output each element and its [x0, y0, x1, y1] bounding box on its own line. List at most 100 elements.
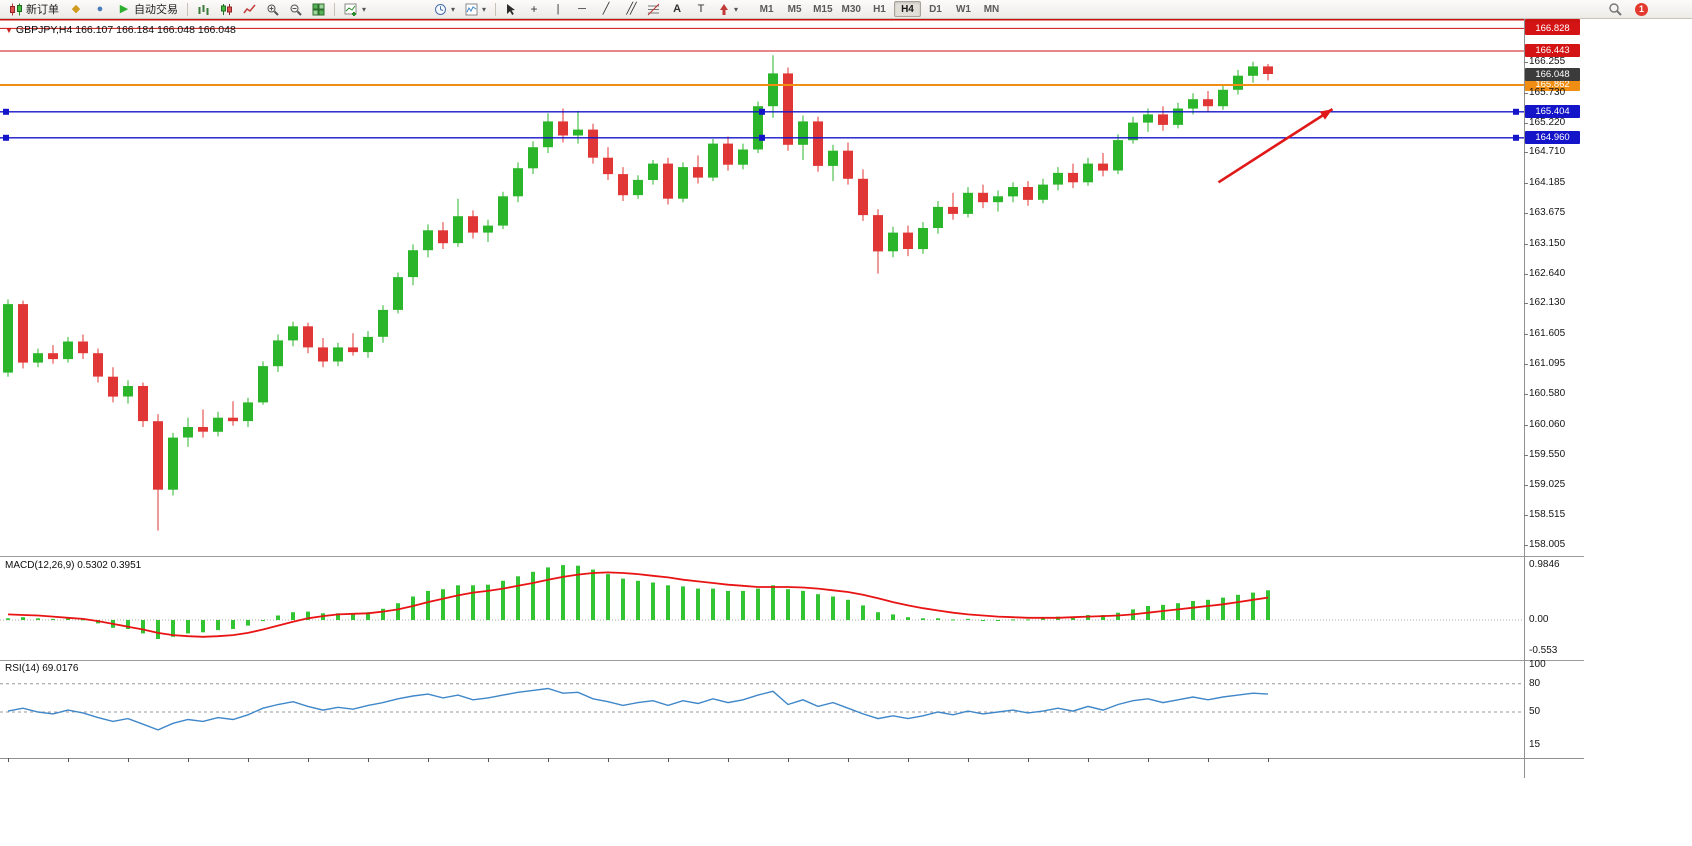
- macd-bar: [576, 565, 580, 620]
- macd-bar: [621, 578, 625, 620]
- timeframe-m15-button[interactable]: M15: [809, 1, 836, 17]
- horizontal-line-tool-button[interactable]: ─: [570, 1, 594, 18]
- crosshair-tool-button[interactable]: +: [522, 1, 546, 18]
- timeframe-w1-button[interactable]: W1: [950, 1, 977, 17]
- candle-body: [1158, 114, 1168, 125]
- candle-body: [633, 179, 643, 196]
- notification-badge[interactable]: 1: [1635, 2, 1648, 16]
- candle-body: [798, 121, 808, 145]
- bar-chart-button[interactable]: [192, 1, 215, 18]
- candle-body: [138, 386, 148, 422]
- label-tool-button[interactable]: T: [689, 1, 713, 18]
- candle-body: [873, 215, 883, 252]
- rsi-splitter[interactable]: [0, 660, 1584, 661]
- arrows-tool-icon: [720, 3, 729, 15]
- search-button[interactable]: [1603, 1, 1627, 18]
- candle-body: [1143, 114, 1153, 123]
- timeframe-m1-button[interactable]: M1: [753, 1, 780, 17]
- tile-windows-button[interactable]: [307, 1, 330, 18]
- trend-arrow-head: [1319, 109, 1333, 120]
- candle-body: [243, 402, 253, 422]
- dropdown-caret: ▾: [362, 4, 367, 14]
- price-axis[interactable]: 166.828 166.443 165.862 165.404 164.960 166.2…: [1524, 0, 1692, 846]
- line-chart-button[interactable]: [238, 1, 261, 18]
- zoom-out-button[interactable]: [284, 1, 307, 18]
- time-tick-mark: [848, 758, 849, 762]
- candle-body: [78, 341, 88, 354]
- time-axis-line: [0, 758, 1584, 759]
- candle-body: [693, 167, 703, 178]
- cursor-tool-button[interactable]: [500, 1, 522, 18]
- timeframe-d1-button[interactable]: D1: [922, 1, 949, 17]
- price-tick-mark: [1524, 273, 1528, 275]
- community-button[interactable]: ●: [88, 1, 112, 18]
- templates-button[interactable]: ▾: [460, 1, 491, 18]
- candle-body: [678, 167, 688, 199]
- toolbar-separator: [187, 2, 188, 16]
- macd-bar: [531, 571, 535, 620]
- candle-body: [708, 143, 718, 178]
- candle-body: [933, 206, 943, 228]
- candle-body: [1113, 140, 1123, 171]
- timeframe-m5-button[interactable]: M5: [781, 1, 808, 17]
- macd-bar: [1071, 616, 1075, 620]
- zoom-in-button[interactable]: [261, 1, 284, 18]
- price-tick-label: 162.640: [1529, 267, 1566, 279]
- text-tool-button[interactable]: A: [665, 1, 689, 18]
- periods-button[interactable]: ▾: [429, 1, 460, 18]
- candle-body: [453, 216, 463, 244]
- time-axis[interactable]: 22 Mar 202323 Mar 08:0024 Mar 00:0024 Ma…: [0, 758, 1584, 780]
- candle-body: [1233, 75, 1243, 90]
- timeframe-mn-button[interactable]: MN: [978, 1, 1005, 17]
- candle-body: [993, 196, 1003, 203]
- candle-body: [768, 73, 778, 107]
- rsi-tick-label: 15: [1529, 738, 1541, 750]
- candle-body: [903, 232, 913, 249]
- macd-bar: [786, 589, 790, 620]
- macd-bar: [501, 580, 505, 620]
- macd-bar: [681, 586, 685, 620]
- time-tick-mark: [788, 758, 789, 762]
- candle-body: [963, 192, 973, 214]
- text-tool-icon: A: [673, 2, 682, 15]
- macd-canvas[interactable]: [0, 558, 1524, 659]
- candle-body: [1008, 187, 1018, 197]
- macd-bar: [906, 617, 910, 620]
- candle-body: [783, 73, 793, 145]
- candle-body: [1173, 108, 1183, 125]
- price-tick-mark: [1524, 334, 1528, 336]
- candle-body: [483, 225, 493, 233]
- price-tick-label: 158.005: [1529, 538, 1566, 550]
- zoom-in-icon: [267, 4, 279, 16]
- rsi-canvas[interactable]: [0, 661, 1524, 758]
- timeframe-h4-button[interactable]: H4: [893, 1, 921, 17]
- toolbar-separator: [334, 2, 335, 16]
- timeframe-h1-button[interactable]: H1: [866, 1, 893, 17]
- vertical-line-tool-button[interactable]: |: [546, 1, 570, 18]
- arrows-tool-button[interactable]: ▾: [713, 1, 743, 18]
- autotrade-button[interactable]: ▶ 自动交易: [112, 1, 183, 18]
- indicators-button[interactable]: ▾: [339, 1, 371, 18]
- time-tick-mark: [668, 758, 669, 762]
- channel-tool-button[interactable]: ╱╱: [618, 1, 642, 18]
- metaeditor-icon: ◆: [71, 2, 81, 15]
- candle-body: [888, 232, 898, 252]
- macd-bar: [636, 580, 640, 620]
- main-chart-canvas[interactable]: [0, 19, 1524, 556]
- new-order-button[interactable]: 新订单: [4, 1, 64, 18]
- macd-bar: [306, 611, 310, 620]
- time-tick-mark: [8, 758, 9, 762]
- metaeditor-button[interactable]: ◆: [64, 1, 88, 18]
- price-tick-mark: [1524, 544, 1528, 546]
- time-tick-mark: [488, 758, 489, 762]
- trendline-tool-button[interactable]: ╱: [594, 1, 618, 18]
- macd-bar: [1191, 601, 1195, 620]
- candlestick-chart-button[interactable]: [215, 1, 238, 18]
- price-tick-mark: [1524, 515, 1528, 517]
- macd-splitter[interactable]: [0, 556, 1584, 557]
- macd-bar: [426, 590, 430, 620]
- timeframe-m30-button[interactable]: M30: [838, 1, 865, 17]
- fibonacci-tool-button[interactable]: [642, 1, 665, 18]
- trendline-icon: ╱: [602, 2, 610, 15]
- macd-bar: [996, 620, 1000, 621]
